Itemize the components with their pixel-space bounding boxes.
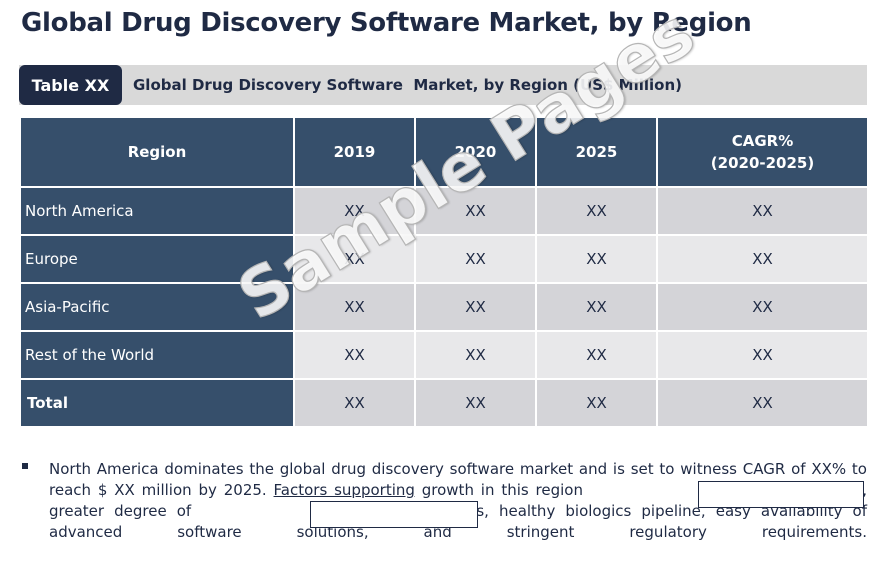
value-cell: XX	[535, 330, 658, 380]
summary-text-underlined: Factors supporting	[273, 481, 415, 499]
summary-text-part5: tal technologies, healthy biologics pipe…	[49, 502, 867, 541]
summary-text-part1: North America dominates the global drug …	[49, 460, 867, 499]
header-cagr: CAGR% (2020-2025)	[656, 116, 869, 188]
value-cell: XX	[656, 330, 869, 380]
region-cell: Asia-Pacific	[19, 282, 295, 332]
value-cell: XX	[414, 234, 537, 284]
bullet-square-icon	[22, 463, 28, 469]
header-region: Region	[19, 116, 295, 188]
value-cell: XX	[293, 234, 416, 284]
table-caption: Global Drug Discovery Software Market, b…	[133, 76, 682, 94]
redaction-box	[310, 501, 478, 528]
table-row: Asia-Pacific XX XX XX XX	[19, 282, 869, 332]
value-cell: XX	[293, 282, 416, 332]
value-cell: XX	[656, 378, 869, 428]
value-cell: XX	[656, 186, 869, 236]
value-cell: XX	[414, 186, 537, 236]
table-row: Rest of the World XX XX XX XX	[19, 330, 869, 380]
summary-text-part3: growth in this region	[414, 481, 583, 499]
table-caption-bar	[19, 65, 867, 105]
value-cell: XX	[414, 282, 537, 332]
table-header-row: Region 2019 2020 2025 CAGR% (2020-2025)	[19, 116, 869, 188]
header-2020: 2020	[414, 116, 537, 188]
value-cell: XX	[535, 234, 658, 284]
region-cell: Rest of the World	[19, 330, 295, 380]
header-cagr-label: CAGR%	[731, 132, 794, 150]
total-label-cell: Total	[19, 378, 295, 428]
redaction-box	[698, 481, 864, 508]
value-cell: XX	[656, 282, 869, 332]
page-title: Global Drug Discovery Software Market, b…	[21, 8, 752, 38]
table-number-tag: Table XX	[19, 65, 122, 105]
value-cell: XX	[293, 186, 416, 236]
value-cell: XX	[656, 234, 869, 284]
header-cagr-period: (2020-2025)	[710, 154, 815, 172]
region-cell: North America	[19, 186, 295, 236]
region-cell: Europe	[19, 234, 295, 284]
header-2025: 2025	[535, 116, 658, 188]
market-table: Region 2019 2020 2025 CAGR% (2020-2025) N…	[19, 116, 869, 428]
header-2019: 2019	[293, 116, 416, 188]
table-row: Europe XX XX XX XX	[19, 234, 869, 284]
value-cell: XX	[293, 378, 416, 428]
value-cell: XX	[535, 186, 658, 236]
table-row: North America XX XX XX XX	[19, 186, 869, 236]
value-cell: XX	[535, 282, 658, 332]
value-cell: XX	[293, 330, 416, 380]
value-cell: XX	[414, 330, 537, 380]
value-cell: XX	[414, 378, 537, 428]
table-total-row: Total XX XX XX XX	[19, 378, 869, 428]
value-cell: XX	[535, 378, 658, 428]
